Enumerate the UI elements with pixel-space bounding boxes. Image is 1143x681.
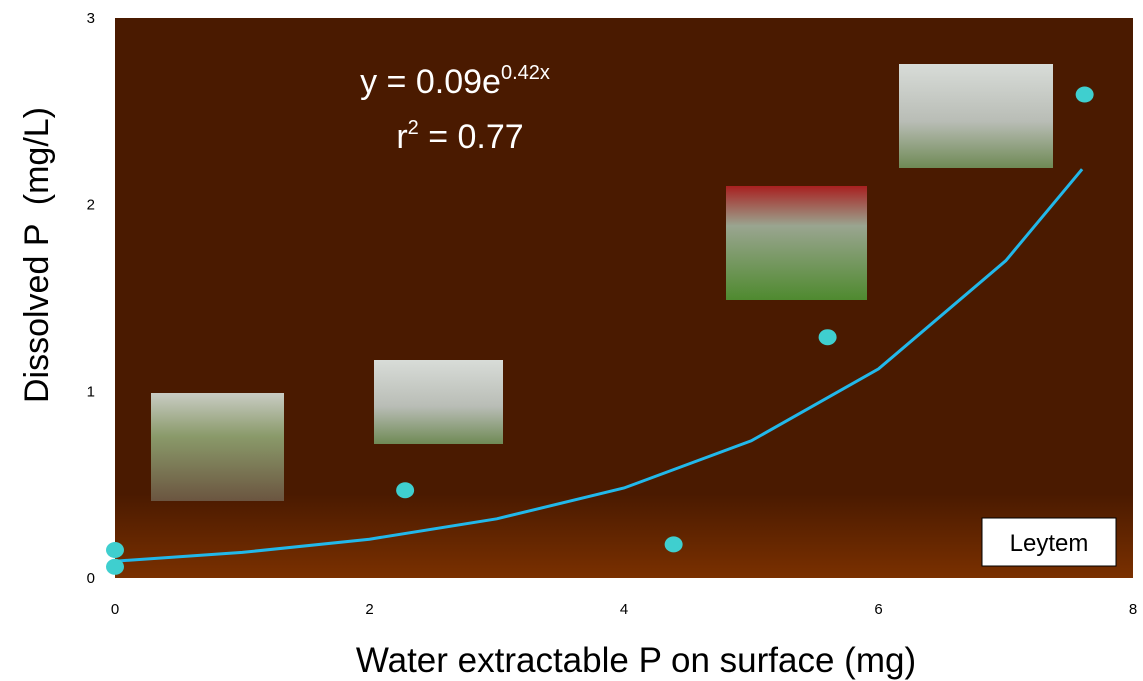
r-squared-exponent: 2 bbox=[408, 117, 419, 139]
point bbox=[396, 482, 414, 498]
y-tick-label: 3 bbox=[87, 10, 95, 27]
x-tick-label: 6 bbox=[874, 601, 882, 618]
x-tick-label: 8 bbox=[1129, 601, 1137, 618]
y-tick-label: 1 bbox=[87, 383, 95, 400]
y-tick-label: 2 bbox=[87, 197, 95, 214]
x-tick-label: 2 bbox=[365, 601, 373, 618]
point bbox=[819, 329, 837, 345]
x-axis-label: Water extractable P on surface (mg) bbox=[356, 641, 916, 680]
photo bbox=[726, 186, 867, 300]
photo bbox=[151, 393, 284, 501]
equation-base: y = 0.09e bbox=[360, 63, 501, 101]
photo bbox=[374, 360, 503, 444]
point bbox=[106, 559, 124, 575]
equation-exponent: 0.42x bbox=[501, 62, 550, 84]
photo bbox=[899, 64, 1053, 168]
x-tick-label: 0 bbox=[111, 601, 119, 618]
y-tick-label: 0 bbox=[87, 570, 95, 587]
r-squared-rest: = 0.77 bbox=[419, 118, 524, 156]
y-axis-label: Dissolved P (mg/L) bbox=[18, 107, 56, 403]
point bbox=[1076, 87, 1094, 103]
r-squared-base: r bbox=[396, 118, 407, 156]
x-tick-label: 4 bbox=[620, 601, 628, 618]
annotation: Leytem bbox=[1010, 530, 1089, 557]
point bbox=[106, 542, 124, 558]
chart: Leytem y = 0.09e0.42x r2 = 0.77 Water ex… bbox=[0, 0, 1143, 681]
point bbox=[665, 536, 683, 552]
